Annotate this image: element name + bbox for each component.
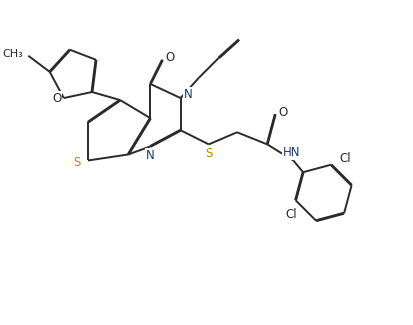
- Text: O: O: [165, 51, 174, 64]
- Text: Cl: Cl: [339, 152, 351, 165]
- Text: N: N: [183, 87, 192, 100]
- Text: S: S: [205, 147, 213, 160]
- Text: S: S: [73, 156, 81, 169]
- Text: HN: HN: [282, 146, 300, 159]
- Text: O: O: [279, 106, 288, 119]
- Text: CH₃: CH₃: [3, 49, 24, 59]
- Text: Cl: Cl: [286, 208, 297, 221]
- Text: O: O: [52, 92, 61, 105]
- Text: N: N: [146, 149, 155, 162]
